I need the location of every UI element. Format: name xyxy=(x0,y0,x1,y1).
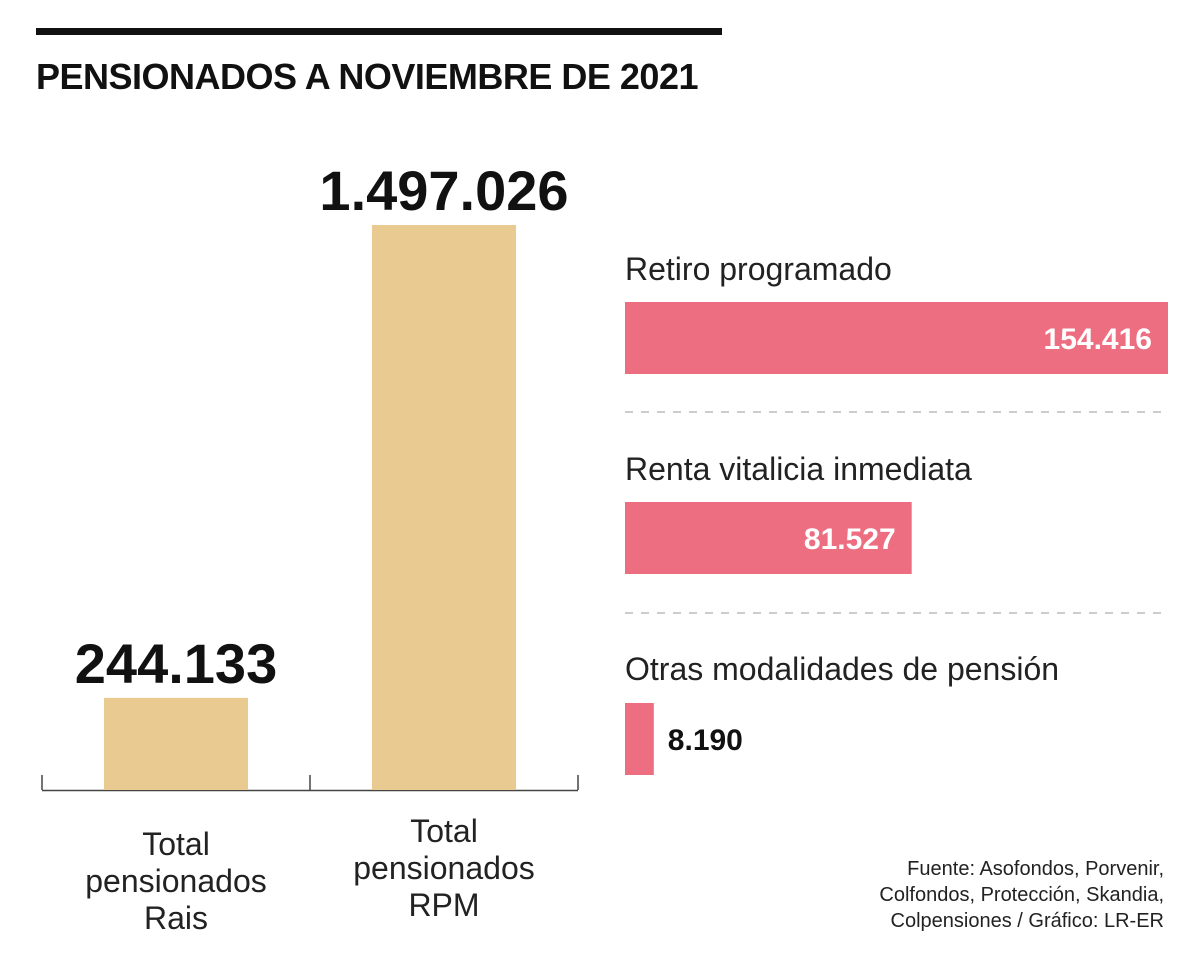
chart-title: PENSIONADOS A NOVIEMBRE DE 2021 xyxy=(36,56,699,97)
hbar-value-label: 154.416 xyxy=(1044,323,1152,356)
hbar-category-label: Retiro programado xyxy=(625,251,892,287)
top-rule xyxy=(36,28,722,35)
horizontal-bar xyxy=(625,703,654,775)
source-line: Colfondos, Protección, Skandia, xyxy=(879,884,1164,906)
hbar-value-label: 81.527 xyxy=(804,523,896,556)
category-label: pensionados xyxy=(85,863,266,899)
vertical-bar xyxy=(372,225,516,790)
hbar-value-label: 8.190 xyxy=(668,724,743,757)
category-label: Total xyxy=(410,813,478,849)
hbar-category-label: Otras modalidades de pensión xyxy=(625,651,1059,687)
horizontal-bar xyxy=(625,502,912,574)
category-label: Rais xyxy=(144,900,208,936)
category-label: RPM xyxy=(408,887,479,923)
horizontal-bar xyxy=(625,302,1168,374)
source-line: Fuente: Asofondos, Porvenir, xyxy=(907,858,1164,880)
bar-value-label: 1.497.026 xyxy=(319,159,568,222)
bar-value-label: 244.133 xyxy=(75,632,277,695)
source-note: Fuente: Asofondos, Porvenir, Colfondos, … xyxy=(834,856,1164,934)
vertical-bar xyxy=(104,697,248,790)
category-label: pensionados xyxy=(353,850,534,886)
source-line: Colpensiones / Gráfico: LR-ER xyxy=(890,910,1164,932)
category-label: Total xyxy=(142,826,210,862)
hbar-category-label: Renta vitalicia inmediata xyxy=(625,451,972,487)
